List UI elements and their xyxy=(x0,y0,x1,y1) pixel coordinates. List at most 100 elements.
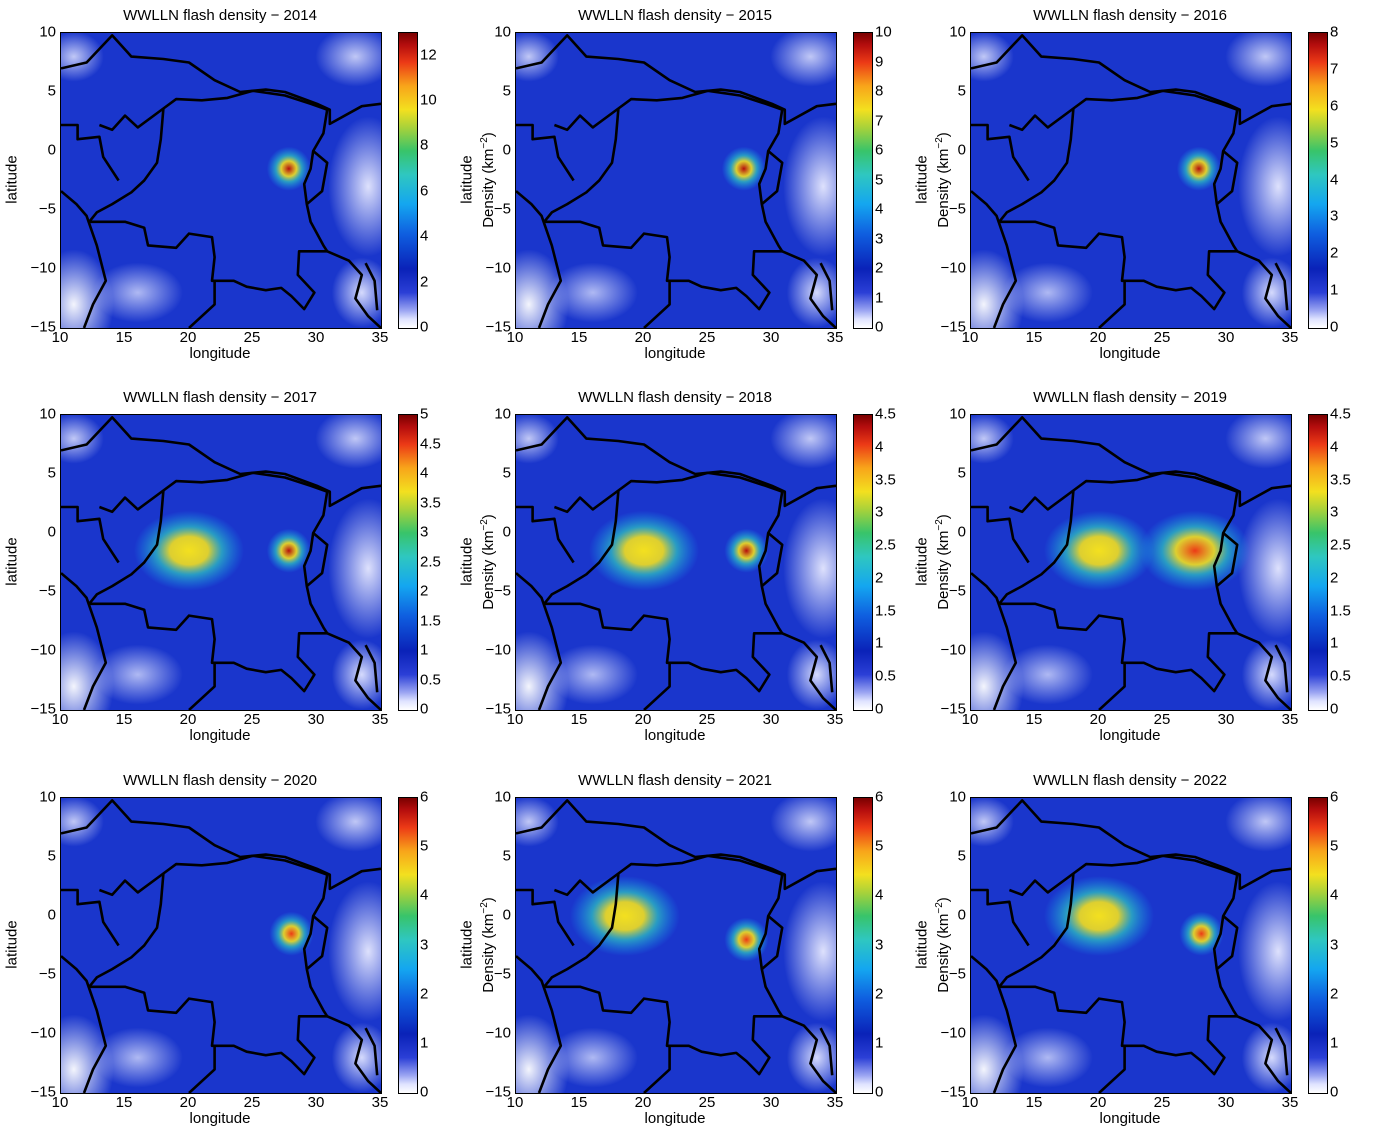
x-tick-label: 35 xyxy=(826,711,844,728)
panel-title: WWLLN flash density − 2014 xyxy=(123,7,317,24)
country-border xyxy=(819,262,834,311)
country-border xyxy=(999,985,1238,1076)
x-tick-label: 30 xyxy=(307,1094,325,1111)
heatmap-plot xyxy=(971,798,1291,1093)
low-density-area xyxy=(315,798,381,852)
y-tick-label: −15 xyxy=(940,318,966,336)
colorbar-tick-label: 0.5 xyxy=(420,671,441,688)
y-tick-label: −10 xyxy=(30,641,56,659)
y-tick-label: 5 xyxy=(957,82,966,100)
x-tick-label: 30 xyxy=(1217,329,1235,346)
low-density-area xyxy=(92,644,183,705)
country-border xyxy=(516,572,563,710)
colorbar-tick-label: 12 xyxy=(420,46,437,64)
y-tick-label: 10 xyxy=(494,405,511,423)
colorbar-label: Density (km−2) xyxy=(934,513,952,610)
colorbar-tick-label: 4 xyxy=(1330,171,1339,188)
low-density-area xyxy=(315,33,381,87)
x-tick-label: 15 xyxy=(115,329,133,346)
colorbar-label: Density (km−2) xyxy=(934,131,952,228)
panel-title: WWLLN flash density − 2021 xyxy=(578,772,772,789)
colorbar-tick-label: 8 xyxy=(875,82,884,100)
x-tick-label: 25 xyxy=(1153,1094,1171,1111)
y-tick-label: 5 xyxy=(47,847,56,865)
colorbar-tick-label: 1 xyxy=(1330,634,1339,652)
country-border xyxy=(1274,644,1289,693)
density-hotspot xyxy=(266,528,311,573)
y-tick-label: 10 xyxy=(39,23,56,41)
colorbar-tick-label: 1.5 xyxy=(1330,602,1351,620)
country-border xyxy=(553,471,783,514)
country-border xyxy=(971,572,1018,710)
country-border xyxy=(544,602,783,693)
country-border xyxy=(61,799,381,891)
y-tick-label: −10 xyxy=(485,641,511,659)
y-tick-label: −5 xyxy=(38,965,56,983)
colorbar-label: Density (km−2) xyxy=(934,896,952,993)
low-density-area xyxy=(516,415,559,464)
y-tick-label: 10 xyxy=(39,405,56,423)
colorbar xyxy=(1308,797,1328,1094)
low-density-area xyxy=(516,798,559,847)
y-tick-label: −10 xyxy=(940,641,966,659)
x-tick-label: 30 xyxy=(762,711,780,728)
colorbar-tick-label: 4.5 xyxy=(1330,405,1351,423)
country-border xyxy=(1008,471,1238,514)
colorbar-tick-label: 7 xyxy=(1330,60,1339,78)
country-border xyxy=(302,874,329,1018)
x-tick-label: 30 xyxy=(307,711,325,728)
x-tick-label: 25 xyxy=(698,1094,716,1111)
country-border xyxy=(305,532,329,588)
colorbar-tick-label: 5 xyxy=(420,405,429,423)
x-tick-label: 30 xyxy=(1217,711,1235,728)
x-tick-label: 25 xyxy=(243,1094,261,1111)
heatmap-map xyxy=(60,414,382,711)
y-tick-label: −15 xyxy=(485,318,511,336)
country-border xyxy=(61,888,120,947)
y-axis-label: latitude xyxy=(3,536,21,586)
low-density-area xyxy=(783,498,836,639)
colorbar-label: Density (km−2) xyxy=(479,896,497,993)
country-border xyxy=(1236,250,1291,328)
country-border xyxy=(1215,150,1239,206)
x-tick-label: 35 xyxy=(371,1094,389,1111)
colorbar-tick-label: 4 xyxy=(875,200,884,218)
y-tick-label: 5 xyxy=(502,464,511,482)
x-axis-label: longitude xyxy=(1099,345,1161,362)
x-tick-label: 35 xyxy=(1281,1094,1299,1111)
country-border xyxy=(971,416,1291,508)
x-tick-label: 10 xyxy=(51,711,69,728)
y-tick-label: −15 xyxy=(30,318,56,336)
density-hotspot xyxy=(569,876,680,956)
colorbar-tick-label: 2.5 xyxy=(875,536,896,554)
colorbar-tick-label: 2 xyxy=(1330,985,1339,1003)
country-border xyxy=(1212,491,1239,635)
x-axis-label: longitude xyxy=(1099,727,1161,744)
y-tick-label: −5 xyxy=(948,200,966,218)
x-tick-label: 35 xyxy=(826,329,844,346)
y-tick-label: 0 xyxy=(957,906,966,924)
x-tick-label: 35 xyxy=(371,329,389,346)
colorbar-tick-label: 8 xyxy=(420,136,429,154)
country-border xyxy=(61,123,120,182)
country-border xyxy=(643,280,671,328)
country-border xyxy=(516,416,836,508)
y-tick-label: −10 xyxy=(485,259,511,277)
colorbar-tick-label: 4 xyxy=(875,886,884,904)
country-border xyxy=(88,490,165,605)
y-axis-label: latitude xyxy=(458,154,476,204)
colorbar-tick-label: 2 xyxy=(420,273,429,291)
y-tick-label: 0 xyxy=(502,906,511,924)
density-hotspot xyxy=(134,510,244,591)
y-tick-label: −10 xyxy=(485,1024,511,1042)
y-tick-label: 0 xyxy=(502,523,511,541)
x-tick-label: 10 xyxy=(961,1094,979,1111)
y-tick-label: 5 xyxy=(502,847,511,865)
x-tick-label: 20 xyxy=(634,711,652,728)
x-tick-label: 10 xyxy=(506,711,524,728)
y-tick-label: −10 xyxy=(30,259,56,277)
low-density-area xyxy=(61,798,104,847)
y-tick-label: −15 xyxy=(940,700,966,718)
y-tick-label: 5 xyxy=(502,82,511,100)
density-hotspot xyxy=(721,146,766,191)
